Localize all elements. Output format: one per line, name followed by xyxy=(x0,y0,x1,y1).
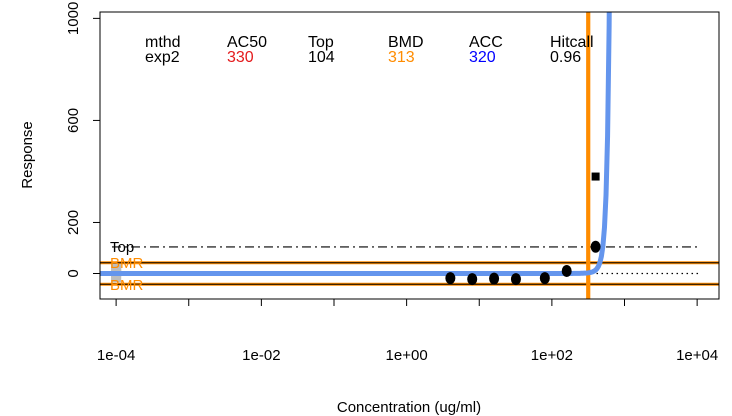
y-tick-label: 1000 xyxy=(65,2,82,35)
y-tick-label: 0 xyxy=(65,269,82,277)
hline-label-top: Top xyxy=(110,239,134,256)
data-point xyxy=(510,273,521,286)
x-tick-label: 1e+02 xyxy=(531,347,573,364)
summary-header: Hitcall xyxy=(550,34,594,51)
summary-table: mthd AC50 Top BMD ACC Hitcall exp2 330 104 313 320… xyxy=(145,34,594,66)
data-point xyxy=(561,264,572,277)
control-point xyxy=(111,263,122,274)
summary-value: 0.96 xyxy=(550,49,581,66)
data-point xyxy=(590,240,601,253)
x-tick-label: 1e-04 xyxy=(97,347,135,364)
summary-header: BMD xyxy=(388,34,424,51)
y-axis: 0 200 600 1000 xyxy=(65,2,100,278)
summary-header: mthd xyxy=(145,34,181,51)
y-tick-label: 600 xyxy=(65,108,82,133)
hline-label-bmr-upper: BMR xyxy=(110,255,144,272)
hline-label-bmr-lower: BMR xyxy=(110,277,144,294)
data-point xyxy=(539,272,550,285)
x-tick-label: 1e-02 xyxy=(242,347,280,364)
x-tick-label: 1e+04 xyxy=(676,347,718,364)
data-point xyxy=(445,272,456,285)
y-tick-label: 200 xyxy=(65,210,82,235)
summary-header: Top xyxy=(308,34,334,51)
summary-value: 320 xyxy=(469,49,496,66)
x-tick-label: 1e+00 xyxy=(386,347,428,364)
plot-frame xyxy=(99,11,720,300)
summary-value: 330 xyxy=(227,49,254,66)
x-axis-title: Concentration (ug/ml) xyxy=(337,399,481,416)
x-axis: 1e-04 1e-02 1e+00 1e+02 1e+04 xyxy=(97,299,718,364)
data-point xyxy=(467,273,478,286)
summary-value: 313 xyxy=(388,49,415,66)
summary-header: ACC xyxy=(469,34,503,51)
fit-curve xyxy=(100,12,612,276)
summary-value: 104 xyxy=(308,49,335,66)
data-point xyxy=(591,172,600,181)
summary-header: AC50 xyxy=(227,34,267,51)
summary-value: exp2 xyxy=(145,49,180,66)
y-axis-title: Response xyxy=(19,121,36,189)
data-point xyxy=(489,272,500,285)
